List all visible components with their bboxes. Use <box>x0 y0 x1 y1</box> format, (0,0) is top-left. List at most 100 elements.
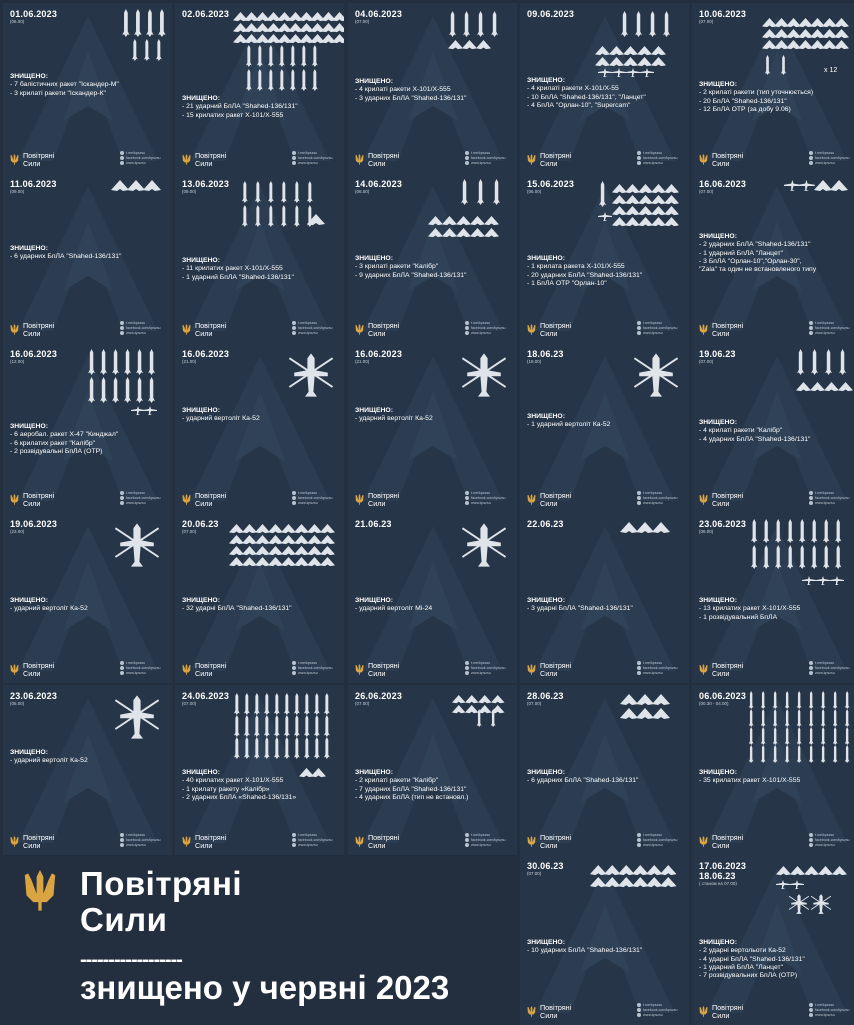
facebook-link[interactable]: facebook.com/kpszsu <box>465 326 506 331</box>
website-link[interactable]: www.kpszsu <box>465 501 506 506</box>
website-link[interactable]: www.kpszsu <box>120 331 161 336</box>
telegram-link[interactable]: t.me/kpszsu <box>120 321 161 326</box>
telegram-link[interactable]: t.me/kpszsu <box>465 833 506 838</box>
website-link[interactable]: www.kpszsu <box>465 671 506 676</box>
facebook-link[interactable]: facebook.com/kpszsu <box>809 156 850 161</box>
drone-icon <box>762 37 777 55</box>
website-link[interactable]: www.kpszsu <box>292 501 333 506</box>
missile-icon <box>273 737 281 764</box>
telegram-link[interactable]: t.me/kpszsu <box>809 321 850 326</box>
telegram-link[interactable]: t.me/kpszsu <box>120 151 161 156</box>
website-link[interactable]: www.kpszsu <box>120 501 161 506</box>
telegram-link[interactable]: t.me/kpszsu <box>637 1003 678 1008</box>
facebook-link[interactable]: facebook.com/kpszsu <box>292 326 333 331</box>
facebook-link[interactable]: facebook.com/kpszsu <box>465 496 506 501</box>
website-link[interactable]: www.kpszsu <box>292 331 333 336</box>
telegram-link[interactable]: t.me/kpszsu <box>120 491 161 496</box>
facebook-link[interactable]: facebook.com/kpszsu <box>637 496 678 501</box>
facebook-link[interactable]: facebook.com/kpszsu <box>637 326 678 331</box>
telegram-link[interactable]: t.me/kpszsu <box>292 491 333 496</box>
telegram-link[interactable]: t.me/kpszsu <box>809 833 850 838</box>
website-link[interactable]: www.kpszsu <box>809 1013 850 1018</box>
website-link[interactable]: www.kpszsu <box>465 331 506 336</box>
website-link[interactable]: www.kpszsu <box>637 501 678 506</box>
website-link[interactable]: www.kpszsu <box>292 671 333 676</box>
facebook-link[interactable]: facebook.com/kpszsu <box>637 1008 678 1013</box>
telegram-link[interactable]: t.me/kpszsu <box>292 151 333 156</box>
facebook-link[interactable]: facebook.com/kpszsu <box>465 666 506 671</box>
facebook-link[interactable]: facebook.com/kpszsu <box>292 156 333 161</box>
facebook-link[interactable]: facebook.com/kpszsu <box>120 666 161 671</box>
website-link[interactable]: www.kpszsu <box>637 331 678 336</box>
facebook-link[interactable]: facebook.com/kpszsu <box>809 838 850 843</box>
drone-icon <box>307 532 322 550</box>
facebook-link[interactable]: facebook.com/kpszsu <box>292 666 333 671</box>
facebook-link[interactable]: facebook.com/kpszsu <box>637 666 678 671</box>
website-link[interactable]: www.kpszsu <box>637 1013 678 1018</box>
website-link[interactable]: www.kpszsu <box>292 843 333 848</box>
website-link[interactable]: www.kpszsu <box>120 671 161 676</box>
telegram-link[interactable]: t.me/kpszsu <box>465 661 506 666</box>
telegram-link[interactable]: t.me/kpszsu <box>809 151 850 156</box>
facebook-link[interactable]: facebook.com/kpszsu <box>120 496 161 501</box>
telegram-link[interactable]: t.me/kpszsu <box>292 833 333 838</box>
facebook-link[interactable]: facebook.com/kpszsu <box>809 496 850 501</box>
summary-heading: ЗНИЩЕНО: <box>699 939 737 946</box>
facebook-link[interactable]: facebook.com/kpszsu <box>809 1008 850 1013</box>
card-date: 16.06.2023 <box>10 349 58 359</box>
facebook-link[interactable]: facebook.com/kpszsu <box>637 838 678 843</box>
missile-icon <box>273 715 281 742</box>
website-link[interactable]: www.kpszsu <box>809 331 850 336</box>
telegram-link[interactable]: t.me/kpszsu <box>292 661 333 666</box>
website-link[interactable]: www.kpszsu <box>637 843 678 848</box>
facebook-link[interactable]: facebook.com/kpszsu <box>120 326 161 331</box>
card-summary: ЗНИЩЕНО: - 1 крилата ракета Х-101/Х-555- … <box>527 255 642 288</box>
telegram-link[interactable]: t.me/kpszsu <box>465 321 506 326</box>
telegram-link[interactable]: t.me/kpszsu <box>637 151 678 156</box>
facebook-link[interactable]: facebook.com/kpszsu <box>120 156 161 161</box>
website-link[interactable]: www.kpszsu <box>637 161 678 166</box>
website-link[interactable]: www.kpszsu <box>637 671 678 676</box>
telegram-link[interactable]: t.me/kpszsu <box>292 321 333 326</box>
facebook-link[interactable]: facebook.com/kpszsu <box>120 838 161 843</box>
facebook-link[interactable]: facebook.com/kpszsu <box>292 496 333 501</box>
telegram-link[interactable]: t.me/kpszsu <box>465 151 506 156</box>
missile-icon <box>123 349 132 380</box>
website-link[interactable]: www.kpszsu <box>465 843 506 848</box>
drone-icon <box>604 875 621 893</box>
telegram-link[interactable]: t.me/kpszsu <box>120 833 161 838</box>
missile-icon <box>267 181 275 208</box>
website-link[interactable]: www.kpszsu <box>809 671 850 676</box>
website-link[interactable]: www.kpszsu <box>809 501 850 506</box>
missile-icon <box>760 727 766 750</box>
website-link[interactable]: www.kpszsu <box>465 161 506 166</box>
website-link[interactable]: www.kpszsu <box>120 843 161 848</box>
facebook-link[interactable]: facebook.com/kpszsu <box>292 838 333 843</box>
website-link[interactable]: www.kpszsu <box>809 843 850 848</box>
telegram-link[interactable]: t.me/kpszsu <box>637 833 678 838</box>
facebook-link[interactable]: facebook.com/kpszsu <box>465 838 506 843</box>
facebook-link[interactable]: facebook.com/kpszsu <box>637 156 678 161</box>
telegram-link[interactable]: t.me/kpszsu <box>120 661 161 666</box>
drone-icon <box>281 532 296 550</box>
drone-icon <box>242 521 257 539</box>
telegram-link[interactable]: t.me/kpszsu <box>809 1003 850 1008</box>
facebook-link[interactable]: facebook.com/kpszsu <box>809 666 850 671</box>
summary-line: - 4 крилаті ракети Х-101/Х-55 <box>527 85 619 93</box>
uav-plane-icon <box>784 179 801 197</box>
trident-icon <box>527 835 536 848</box>
facebook-link[interactable]: facebook.com/kpszsu <box>465 156 506 161</box>
website-link[interactable]: www.kpszsu <box>809 161 850 166</box>
telegram-link[interactable]: t.me/kpszsu <box>637 661 678 666</box>
telegram-link[interactable]: t.me/kpszsu <box>809 491 850 496</box>
social-links: t.me/kpszsu facebook.com/kpszsu www.kpsz… <box>120 151 161 166</box>
telegram-link[interactable]: t.me/kpszsu <box>637 321 678 326</box>
card-time: (21.00) <box>182 359 197 364</box>
website-link[interactable]: www.kpszsu <box>120 161 161 166</box>
telegram-link[interactable]: t.me/kpszsu <box>637 491 678 496</box>
drone-icon <box>143 179 161 197</box>
facebook-link[interactable]: facebook.com/kpszsu <box>809 326 850 331</box>
telegram-link[interactable]: t.me/kpszsu <box>465 491 506 496</box>
telegram-link[interactable]: t.me/kpszsu <box>809 661 850 666</box>
website-link[interactable]: www.kpszsu <box>292 161 333 166</box>
